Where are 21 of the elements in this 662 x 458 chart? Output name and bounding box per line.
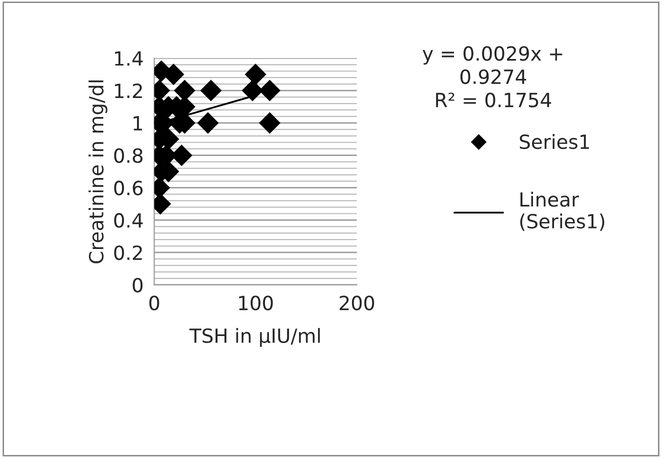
y-tick-label: 0.4 bbox=[114, 213, 143, 228]
legend-label: Linear (Series1) bbox=[520, 192, 604, 231]
y-tick-label: 0.6 bbox=[114, 180, 143, 196]
y-tick-label: 0.2 bbox=[114, 245, 142, 260]
legend-label: Series1 bbox=[520, 134, 589, 150]
x-tick-label: 0 bbox=[149, 296, 160, 310]
y-tick-label: 0 bbox=[132, 278, 143, 293]
point bbox=[197, 112, 219, 134]
y-axis-title: Creatinine in mg/dl bbox=[88, 80, 108, 264]
x-axis-title: TSH in µIU/ml bbox=[189, 328, 320, 347]
y-tick-label: 0.8 bbox=[114, 148, 142, 163]
y-tick-label: 1.4 bbox=[115, 51, 143, 66]
y-tick-label: 1 bbox=[134, 116, 142, 130]
x-tick-label: 100 bbox=[239, 296, 273, 310]
point bbox=[244, 64, 266, 86]
point bbox=[200, 80, 222, 102]
text: y = 0.0029x + 0.9274 R² = 0.1754 bbox=[422, 46, 562, 108]
x-tick-label: 200 bbox=[340, 296, 374, 310]
point bbox=[258, 112, 280, 134]
point bbox=[242, 80, 264, 102]
y-tick-label: 1.2 bbox=[115, 84, 142, 98]
